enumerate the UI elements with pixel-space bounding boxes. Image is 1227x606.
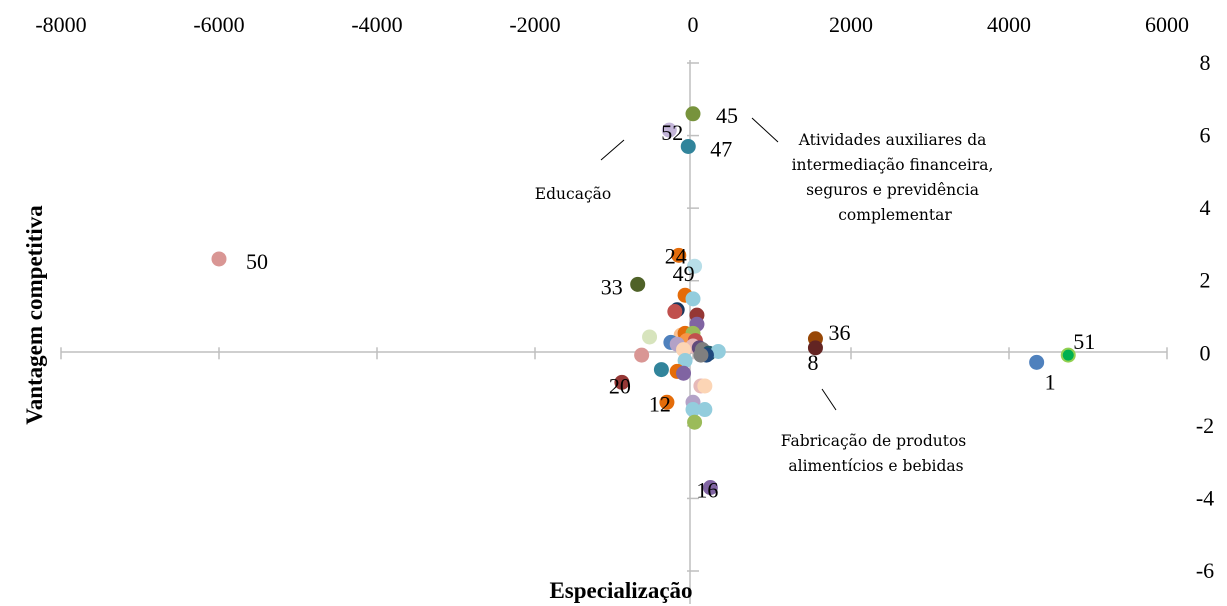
data-point-8 [807,340,823,356]
point-label-8: 8 [807,350,818,375]
data-point [677,353,693,369]
x-ticks: -8000 -6000 -4000 -2000 0 2000 4000 6000 [35,12,1189,360]
annotation-leader-financeira [751,117,779,143]
data-point-50 [211,251,227,267]
point-label-52: 52 [661,120,683,145]
data-point [634,347,650,363]
data-point-47 [680,138,696,154]
x-tick-label: 4000 [987,12,1031,37]
y-axis-title: Vantagem competitiva [22,205,47,425]
annotations: Educação Atividades auxiliares da interm… [535,117,999,475]
data-point [685,402,701,418]
data-point [653,362,669,378]
data-point-16 [702,480,718,496]
data-point [687,414,703,430]
point-label-49: 49 [673,261,695,286]
point-label-24: 24 [665,243,687,268]
x-tick-label: -8000 [35,12,86,37]
y-tick-label: 4 [1200,195,1211,220]
point-label-1: 1 [1045,369,1056,394]
x-tick-label: -2000 [509,12,560,37]
point-label-33: 33 [601,274,623,299]
point-label-45: 45 [716,103,738,128]
annotation-educacao: Educação [535,185,611,203]
data-point-20 [614,374,630,390]
data-point [697,402,713,418]
point-label-12: 12 [649,391,671,416]
data-point [667,304,683,320]
data-point-33 [630,276,646,292]
x-axis-title: Especialização [549,578,692,603]
x-tick-label: 0 [688,12,699,37]
y-tick-label: 2 [1200,268,1211,293]
data-point [642,329,658,345]
data-point-45 [685,106,701,122]
data-point-49 [687,258,703,274]
y-tick-label: 6 [1200,123,1211,148]
data-points [211,106,1076,496]
point-label-47: 47 [710,136,732,161]
annotation-financeira: Atividades auxiliares da intermediação f… [792,131,999,224]
x-tick-label: 2000 [829,12,873,37]
x-tick-label: 6000 [1145,12,1189,37]
point-label-36: 36 [828,320,850,345]
y-tick-label: -6 [1196,558,1214,583]
y-tick-label: -2 [1196,413,1214,438]
annotation-leader-educacao [600,139,625,161]
point-label-50: 50 [246,249,268,274]
y-tick-label: 8 [1200,50,1211,75]
y-ticks: 8 6 4 2 0 -2 -4 -6 [687,50,1214,583]
data-point-51 [1060,347,1076,363]
data-point [697,378,713,394]
y-tick-label: -4 [1196,485,1214,510]
data-point [676,365,692,381]
point-label-20: 20 [609,373,631,398]
data-point [685,291,701,307]
data-point [693,347,709,363]
x-tick-label: -6000 [193,12,244,37]
data-point [710,343,726,359]
data-point-1 [1029,354,1045,370]
x-tick-label: -4000 [351,12,402,37]
axes [61,60,1167,604]
annotation-leader-alimenticios [821,388,837,411]
point-label-16: 16 [696,478,718,503]
annotation-alimenticios: Fabricação de produtos alimentícios e be… [781,432,971,475]
y-tick-label: 0 [1200,340,1211,365]
data-point-52 [661,122,677,138]
data-point-12 [659,394,675,410]
data-point-24 [671,247,687,263]
point-label-51: 51 [1073,329,1095,354]
